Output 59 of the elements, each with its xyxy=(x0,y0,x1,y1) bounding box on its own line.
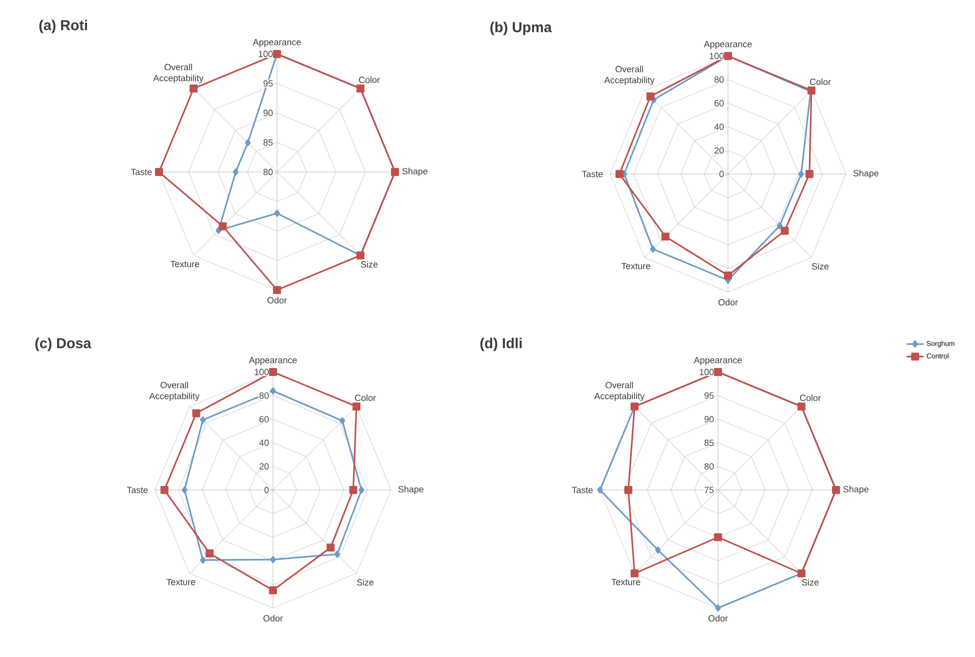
y-tick-label: 85 xyxy=(704,440,714,446)
spoke-label: Texture xyxy=(170,260,200,268)
spoke-label: Size xyxy=(356,578,374,586)
y-tick-label: 100 xyxy=(258,50,273,58)
y-tick-label: 40 xyxy=(259,440,269,446)
spoke-label: Overall Acceptability xyxy=(604,66,655,86)
y-tick-label: 90 xyxy=(704,416,714,422)
spoke-label: Taste xyxy=(572,486,593,494)
y-tick-label: 90 xyxy=(264,110,273,116)
spoke-label: Taste xyxy=(582,170,603,178)
spoke-label: Odor xyxy=(708,614,728,622)
spoke-label: Taste xyxy=(126,486,148,494)
spoke-label: Overall Acceptability xyxy=(153,64,204,84)
y-tick-label: 85 xyxy=(263,139,273,146)
y-tick-label: 75 xyxy=(704,486,714,494)
spoke-label: Appearance xyxy=(248,357,297,366)
y-tick-label: 20 xyxy=(714,147,724,154)
y-tick-label: 80 xyxy=(259,392,269,399)
spoke-label: Size xyxy=(802,578,819,586)
spoke-label: Overall Acceptability xyxy=(594,382,645,402)
spoke-label: Size xyxy=(360,260,378,268)
y-tick-label: 100 xyxy=(710,52,724,60)
y-tick-label: 60 xyxy=(260,416,269,422)
y-tick-label: 80 xyxy=(263,168,273,176)
y-tick-label: 60 xyxy=(714,100,724,106)
y-tick-label: 100 xyxy=(700,368,714,376)
spoke-label: Size xyxy=(812,262,829,270)
spoke-label: Texture xyxy=(166,578,196,586)
spoke-label: Taste xyxy=(130,168,152,176)
spoke-label: Color xyxy=(810,78,831,86)
y-tick-label: 95 xyxy=(704,392,714,399)
y-tick-label: 95 xyxy=(264,80,273,87)
y-tick-label: 80 xyxy=(704,463,714,470)
spoke-label: Odor xyxy=(263,614,283,622)
y-tick-label: 40 xyxy=(714,124,724,130)
y-tick-label: 100 xyxy=(254,368,269,376)
spoke-label: Appearance xyxy=(694,357,742,366)
spoke-label: Color xyxy=(359,76,380,84)
chart-title: (c) Dosa xyxy=(35,338,92,352)
spoke-label: Shape xyxy=(843,486,868,494)
spoke-label: Shape xyxy=(853,170,878,178)
spoke-label: Shape xyxy=(398,486,424,494)
chart-title: (d) Idli xyxy=(480,338,522,352)
y-tick-label: 80 xyxy=(714,76,724,83)
spoke-label: Appearance xyxy=(704,41,752,50)
y-tick-label: 0 xyxy=(719,170,724,178)
spoke-label: Appearance xyxy=(252,39,301,48)
spoke-label: Shape xyxy=(402,168,428,176)
spoke-label: Color xyxy=(355,394,376,402)
spoke-label: Color xyxy=(800,394,821,402)
y-tick-label: 0 xyxy=(264,486,269,494)
spoke-label: Odor xyxy=(718,298,738,306)
y-tick-label: 20 xyxy=(260,463,269,470)
spoke-label: Overall Acceptability xyxy=(149,382,200,402)
chart-title: (a) Roti xyxy=(39,20,88,34)
spoke-label: Texture xyxy=(621,262,650,270)
chart-title: (b) Upma xyxy=(490,22,552,36)
spoke-label: Odor xyxy=(267,296,287,304)
spoke-label: Texture xyxy=(611,578,640,586)
